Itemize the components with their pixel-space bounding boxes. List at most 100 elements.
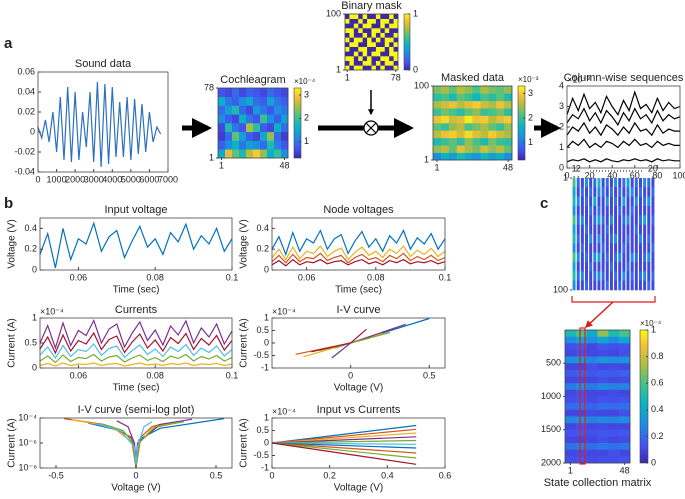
heatmap-cell [345,51,350,57]
heatmap-cell [626,178,630,188]
x-tick-label: 80 [652,170,662,180]
heatmap-cell [572,215,576,225]
heatmap-cell [362,42,368,47]
heatmap-cell [349,51,355,57]
x-tick-label: 0.5 [210,470,223,480]
heatmap-cell [472,93,481,102]
plot-area [272,318,445,368]
heatmap-cell [384,14,390,19]
heatmap-cell [593,196,597,207]
heatmap-cell [433,130,442,139]
series-line [566,107,681,127]
y-tick-label: -0.5 [253,450,269,460]
heatmap-cell [362,28,368,33]
heatmap-cell [267,105,275,115]
heatmap-cell [619,456,631,464]
heatmap-cell [619,369,631,377]
heatmap-cell [218,123,226,133]
y-tick-label: 1 [424,154,429,164]
heatmap-cell [619,343,631,351]
heatmap-cell [605,178,609,188]
heatmap-cell [619,429,631,437]
heatmap-cell [389,14,394,19]
heatmap-cell [647,234,651,244]
heatmap-cell [608,349,620,357]
heatmap-cell [622,280,626,291]
heatmap-cell [647,280,651,291]
heatmap-cell [619,443,631,450]
heatmap-cell [586,376,598,384]
heatmap-cell [630,243,634,253]
heatmap-cell [585,206,589,216]
heatmap-cell [440,100,450,109]
x-tick-label: 4000 [102,174,122,184]
heatmap-cell [440,86,450,94]
heatmap-cell [375,65,381,71]
heatmap-cell [433,115,442,124]
x-axis-label: Voltage (V) [334,483,383,494]
series-line [271,436,417,444]
heatmap-cell [630,224,634,235]
heatmap-cell [608,409,620,417]
heatmap-cell [575,376,587,384]
heatmap-cell [597,336,609,344]
heatmap-cell [440,152,450,161]
heatmap-cell [597,187,601,197]
heatmap-cell [358,51,363,57]
y-tick-label: 1 [336,64,341,74]
heatmap-cell [274,105,282,115]
heatmap-cell [281,131,289,141]
heatmap-cell [630,280,634,291]
heatmap-cell [601,262,605,272]
heatmap-cell [345,23,350,29]
heatmap-cell [380,56,386,61]
heatmap-cell [589,178,593,188]
heatmap-cell [597,280,601,291]
heatmap-cell [575,330,587,337]
heatmap-cell [634,252,638,263]
x-tick-label: 20 [585,170,595,180]
x-tick-label: 0.6 [439,470,452,480]
heatmap-cell [565,443,577,450]
heatmap-cell [345,14,350,19]
heatmap-cell [260,114,268,124]
heatmap-cell [622,178,626,188]
heatmap-cell [575,443,587,450]
heatmap-cell [218,131,226,141]
chart-title: State collection matrix [544,477,652,489]
heatmap-cell [597,252,601,263]
series-line [95,421,153,465]
heatmap-cell [609,271,613,281]
y-tick-label: 78 [204,82,214,92]
heatmap-cell [586,403,598,411]
y-tick-label: 500 [546,358,561,368]
y-tick-label: 0.5 [24,337,37,347]
heatmap-cell [597,356,609,364]
heatmap-cell [393,23,399,29]
heatmap-cell [643,243,647,253]
heatmap-cell [601,234,605,244]
series-line [271,439,417,444]
heatmap-cell [630,178,634,188]
heatmap-cell [480,137,489,146]
heatmap-cell [367,28,372,33]
heatmap-cell [626,187,630,197]
heatmap-cell [281,114,289,124]
series-line [566,90,681,116]
heatmap-cell [605,252,609,263]
axis-exponent: ×10⁻⁴ [272,406,296,416]
heatmap-cell [586,416,598,424]
heatmap-cell [622,234,626,244]
x-tick-label: 40 [607,170,617,180]
heatmap-cell [618,187,622,197]
heatmap-cell [638,243,642,253]
heatmap-cell [371,51,377,57]
axes-box [217,87,289,159]
colorbar-exponent: ×10⁻⁴ [294,77,316,86]
plot-area [40,218,232,270]
heatmap-cell [597,436,609,444]
colorbar-tick-label: 0.6 [651,378,664,388]
heatmap-cell [239,96,247,106]
heatmap-cell [362,56,368,61]
heatmap-cell [218,140,226,150]
